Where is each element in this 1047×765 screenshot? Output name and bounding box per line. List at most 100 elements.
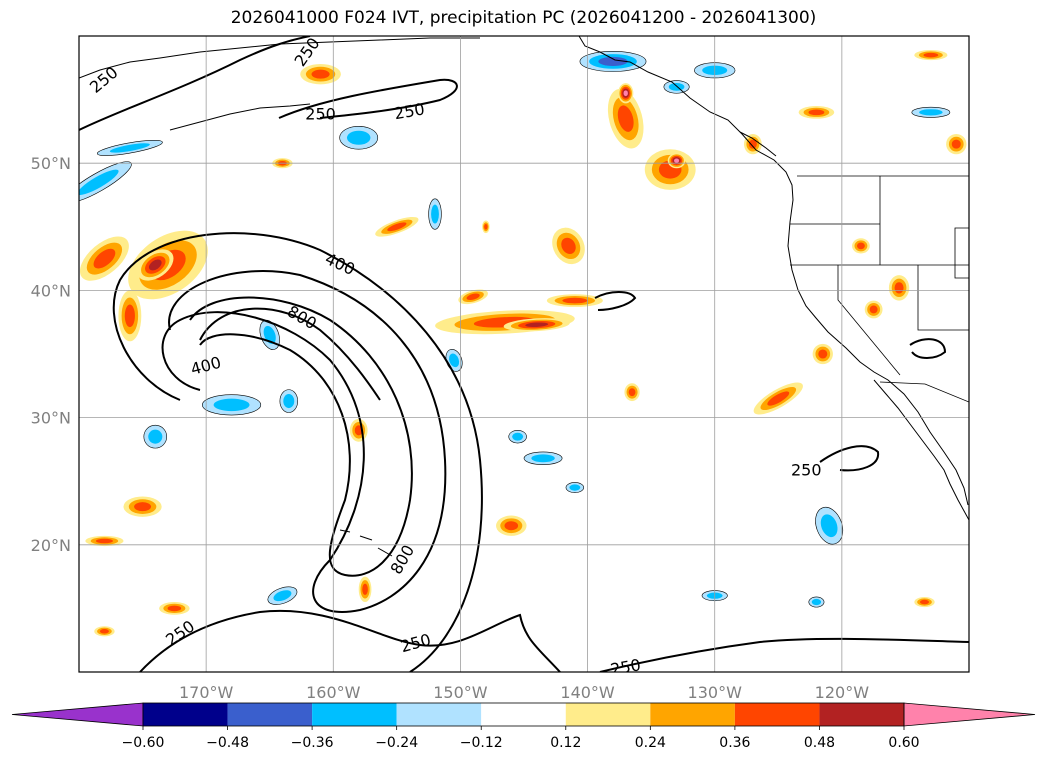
precip-level-shape: [109, 143, 150, 153]
ivt-contour-label: 250: [393, 99, 426, 123]
colorbar-tick-label: −0.60: [122, 735, 165, 751]
precip-level-shape: [283, 394, 295, 409]
precip-level-shape: [431, 204, 439, 224]
precip-level-shape: [387, 222, 407, 232]
precip-level-shape: [93, 248, 116, 269]
precip-positive-anomaly: [946, 133, 967, 155]
precip-positive-anomaly: [123, 496, 162, 517]
ivt-contour-layer: [79, 36, 969, 672]
precip-level-shape: [531, 454, 555, 463]
precip-level-shape: [95, 538, 113, 544]
precip-level-shape: [466, 293, 480, 301]
precip-positive-anomaly: [159, 602, 190, 615]
coastline-layer: [79, 36, 969, 557]
precip-positive-anomaly: [644, 149, 696, 190]
ivt-contour-label: 400: [322, 249, 358, 279]
precip-positive-anomaly: [358, 576, 372, 603]
colorbar-extend-high: [903, 702, 1036, 727]
lat-tick-label: 20°N: [31, 536, 71, 555]
precip-level-shape: [124, 304, 135, 328]
precip-negative-anomaly: [428, 198, 442, 230]
hawaii-islands: [339, 529, 393, 557]
lat-tick-label: 40°N: [31, 281, 71, 300]
precip-level-shape: [951, 139, 961, 149]
precip-positive-anomaly: [349, 418, 368, 442]
ivt-contour-label: 250: [305, 104, 336, 123]
precip-positive-anomaly: [864, 300, 883, 319]
precip-level-shape: [79, 169, 119, 195]
map-frame: [78, 35, 970, 673]
precip-positive-anomaly: [888, 275, 910, 301]
precip-positive-anomaly: [375, 216, 419, 237]
ivt-contour-250-north2: [278, 78, 458, 119]
precip-negative-anomaly: [96, 140, 163, 156]
colorbar-frame: [142, 702, 905, 727]
precip-positive-anomaly: [914, 49, 948, 61]
precip-positive-anomaly: [546, 294, 603, 307]
precip-positive-anomaly: [94, 626, 115, 637]
ivt-contour-800-cyclone: [189, 296, 413, 577]
precip-level-shape: [99, 629, 109, 634]
precip-level-shape: [167, 605, 182, 612]
colorbar-segment: [819, 703, 904, 726]
precip-level-shape: [623, 90, 628, 97]
precip-negative-anomaly: [523, 451, 563, 465]
colorbar-tick-label: 0.48: [804, 735, 835, 751]
lon-tick-label: 170°W: [179, 683, 234, 702]
precip-positive-anomaly: [118, 290, 142, 342]
precip-positive-anomaly: [914, 596, 935, 608]
colorbar-segment: [396, 703, 482, 726]
precip-positive-anomaly: [85, 535, 124, 547]
colorbar-tick-label: −0.36: [291, 735, 334, 751]
precip-level-shape: [919, 599, 930, 605]
precip-level-shape: [449, 353, 460, 368]
latitude-tick-labels: 20°N 30°N 40°N 50°N: [31, 154, 71, 555]
precip-positive-anomaly: [458, 289, 488, 305]
precip-level-shape: [748, 139, 757, 149]
precip-negative-anomaly: [815, 506, 844, 545]
ivt-contour-label: 800: [386, 542, 418, 578]
colorbar-segment: [143, 703, 228, 726]
political-borders: [790, 175, 969, 403]
precip-positive-anomaly: [503, 318, 570, 332]
ivt-contour-250-east: [819, 445, 880, 472]
ivt-contour-label: 250: [609, 655, 642, 679]
colorbar-tick-label: 0.24: [635, 735, 666, 751]
precip-negative-anomaly: [279, 389, 298, 413]
precip-positive-anomaly: [552, 227, 585, 265]
precip-negative-anomaly: [565, 482, 585, 493]
precip-level-shape: [808, 109, 825, 116]
precip-level-shape: [362, 583, 368, 595]
precip-positive-anomaly: [753, 382, 803, 415]
precip-negative-anomaly: [808, 596, 825, 608]
longitude-tick-labels: 170°W 160°W 150°W 140°W 130°W 120°W: [179, 683, 869, 702]
ivt-contour-250-south: [139, 609, 561, 672]
us-mexico-border: [879, 381, 969, 403]
precip-level-shape: [148, 259, 162, 271]
lon-tick-label: 150°W: [433, 683, 488, 702]
precip-level-shape: [919, 109, 943, 116]
precip-level-shape: [525, 322, 549, 328]
precip-level-shape: [894, 282, 904, 294]
precip-level-shape: [134, 502, 152, 512]
colorbar-tick-label: −0.12: [460, 735, 503, 751]
precip-level-shape: [512, 432, 524, 441]
vancouver-island: [739, 131, 777, 157]
ivt-contour-west-small: [594, 291, 637, 311]
precip-level-shape: [923, 52, 939, 58]
ivt-contour-label: 250: [398, 630, 432, 656]
precip-level-shape: [504, 521, 519, 531]
colorbar-segment: [227, 703, 313, 726]
precip-level-shape: [569, 484, 581, 491]
precip-negative-anomaly: [143, 424, 168, 449]
map-title: 2026041000 F024 IVT, precipitation PC (2…: [230, 8, 817, 28]
precip-level-shape: [617, 105, 634, 132]
lon-tick-label: 120°W: [815, 683, 870, 702]
precip-level-shape: [820, 514, 838, 538]
precip-level-shape: [856, 242, 865, 250]
precip-level-shape: [562, 297, 588, 304]
ivt-contour-label: 250: [162, 616, 198, 649]
precip-level-shape: [346, 130, 371, 145]
colorbar: −0.60 −0.48 −0.36 −0.24 −0.12 0.12 0.24 0.36 0.4…: [11, 702, 1036, 751]
precip-level-shape: [148, 429, 163, 444]
